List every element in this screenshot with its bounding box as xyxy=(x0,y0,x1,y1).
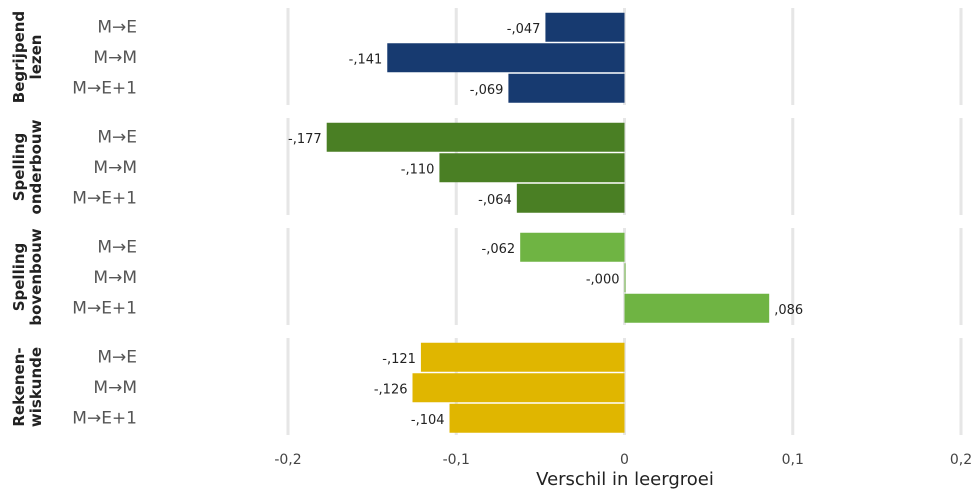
x-tick-label: -0,1 xyxy=(443,452,470,468)
value-label: -,141 xyxy=(349,52,383,67)
category-label: M→E+1 xyxy=(72,298,137,318)
value-label: -,104 xyxy=(411,413,445,428)
value-label: -,000 xyxy=(586,272,620,287)
category-label: M→M xyxy=(93,378,137,398)
bar xyxy=(449,403,625,433)
category-label: M→M xyxy=(93,158,137,178)
value-label: -,064 xyxy=(478,193,512,208)
x-tick-label: -0,2 xyxy=(274,452,301,468)
category-label: M→E+1 xyxy=(72,408,137,428)
value-label: ,086 xyxy=(774,303,803,318)
x-axis-title: Verschil in leergroei xyxy=(536,469,714,490)
bar xyxy=(516,183,625,213)
panel-label: Begrijpend lezen xyxy=(10,10,45,103)
x-tick-label: 0,1 xyxy=(782,452,804,468)
panel-label: Spelling bovenbouw xyxy=(10,227,45,326)
bar xyxy=(624,293,770,323)
x-tick-label: 0,2 xyxy=(950,452,972,468)
bar xyxy=(387,43,625,73)
panel-label: Rekenen- wiskunde xyxy=(10,346,45,427)
x-tick-label: 0 xyxy=(620,452,629,468)
value-label: -,177 xyxy=(288,132,322,147)
category-label: M→M xyxy=(93,268,137,288)
value-label: -,069 xyxy=(470,83,504,98)
bar xyxy=(420,342,625,372)
bar xyxy=(624,263,626,293)
panel-label: Spelling onderbouw xyxy=(10,119,45,214)
category-label: M→E+1 xyxy=(72,188,137,208)
category-label: M→E xyxy=(97,237,137,257)
bar xyxy=(520,232,625,262)
bar xyxy=(508,73,625,103)
category-label: M→E xyxy=(97,127,137,147)
category-label: M→E xyxy=(97,347,137,367)
value-label: -,110 xyxy=(401,162,435,177)
category-label: M→M xyxy=(93,48,137,68)
bar xyxy=(412,373,625,403)
value-label: -,062 xyxy=(482,242,516,257)
value-label: -,121 xyxy=(382,352,416,367)
value-label: -,047 xyxy=(507,22,541,37)
value-label: -,126 xyxy=(374,382,408,397)
category-label: M→E xyxy=(97,17,137,37)
category-label: M→E+1 xyxy=(72,78,137,98)
bar xyxy=(326,122,625,152)
bar xyxy=(439,153,625,183)
bar xyxy=(545,12,625,42)
